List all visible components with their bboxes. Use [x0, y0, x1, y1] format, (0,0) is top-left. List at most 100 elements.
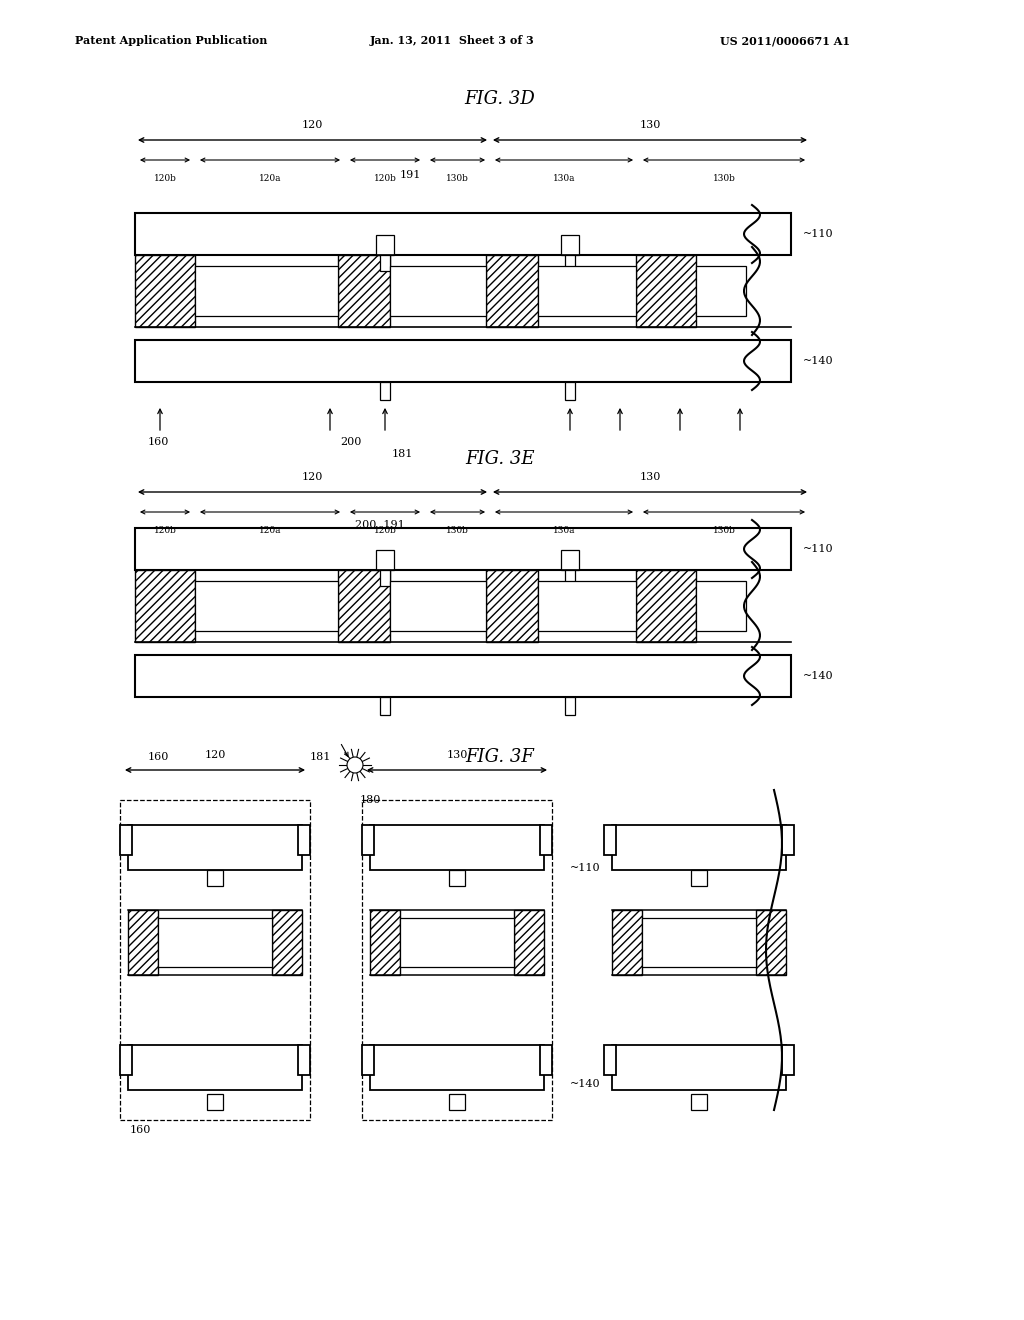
Bar: [380, 697, 390, 715]
Bar: [604, 825, 616, 855]
Text: 120a: 120a: [259, 525, 282, 535]
Text: 120: 120: [302, 473, 324, 482]
Bar: [565, 381, 575, 400]
Bar: [486, 255, 538, 327]
Bar: [120, 825, 132, 855]
Text: 130a: 130a: [553, 174, 575, 183]
Text: ~110: ~110: [570, 863, 601, 873]
Bar: [298, 825, 310, 855]
Bar: [390, 267, 486, 315]
Bar: [338, 570, 390, 642]
Bar: [207, 1094, 223, 1110]
Bar: [207, 870, 223, 886]
Bar: [756, 909, 786, 975]
Bar: [696, 581, 746, 631]
Text: 160: 160: [148, 437, 169, 447]
Bar: [565, 255, 575, 271]
Text: 120a: 120a: [259, 174, 282, 183]
Bar: [565, 570, 575, 586]
Text: Patent Application Publication: Patent Application Publication: [75, 36, 267, 46]
Text: 120: 120: [302, 120, 324, 129]
Text: 130: 130: [446, 750, 468, 760]
Bar: [691, 870, 707, 886]
Text: 130a: 130a: [553, 525, 575, 535]
Bar: [338, 255, 390, 327]
Bar: [782, 825, 794, 855]
Text: 120b: 120b: [154, 174, 176, 183]
Bar: [642, 917, 756, 968]
Bar: [272, 909, 302, 975]
Bar: [158, 917, 272, 968]
Bar: [376, 235, 394, 255]
Bar: [362, 800, 552, 1119]
Text: 160: 160: [148, 752, 169, 762]
Text: 130b: 130b: [713, 174, 735, 183]
Text: 130: 130: [639, 473, 660, 482]
Bar: [135, 341, 791, 381]
Bar: [612, 1045, 786, 1090]
Bar: [195, 581, 338, 631]
Bar: [195, 267, 338, 315]
Bar: [390, 581, 486, 631]
Bar: [135, 528, 791, 570]
Bar: [128, 825, 302, 870]
Text: 130b: 130b: [446, 525, 469, 535]
Bar: [380, 570, 390, 586]
Bar: [565, 697, 575, 715]
Bar: [636, 255, 696, 327]
Bar: [362, 1045, 374, 1074]
Text: 181: 181: [310, 752, 332, 762]
Text: ~110: ~110: [803, 544, 834, 554]
Bar: [514, 909, 544, 975]
Bar: [561, 235, 579, 255]
Text: 130b: 130b: [446, 174, 469, 183]
Text: 191: 191: [399, 170, 421, 180]
Bar: [380, 381, 390, 400]
Text: 120b: 120b: [374, 525, 396, 535]
Bar: [782, 1045, 794, 1074]
Text: US 2011/0006671 A1: US 2011/0006671 A1: [720, 36, 850, 46]
Text: ~110: ~110: [803, 228, 834, 239]
Text: 120: 120: [205, 750, 225, 760]
Text: 120b: 120b: [374, 174, 396, 183]
Text: 120b: 120b: [154, 525, 176, 535]
Bar: [120, 800, 310, 1119]
Bar: [538, 267, 636, 315]
Bar: [691, 1094, 707, 1110]
Bar: [120, 1045, 132, 1074]
Text: 130b: 130b: [713, 525, 735, 535]
Text: FIG. 3E: FIG. 3E: [465, 450, 535, 469]
Text: ~140: ~140: [803, 356, 834, 366]
Text: FIG. 3D: FIG. 3D: [465, 90, 536, 108]
Bar: [362, 825, 374, 855]
Text: ~140: ~140: [803, 671, 834, 681]
Text: 200: 200: [340, 437, 361, 447]
Bar: [380, 255, 390, 271]
Text: FIG. 3F: FIG. 3F: [466, 748, 535, 766]
Bar: [135, 570, 195, 642]
Bar: [449, 1094, 465, 1110]
Bar: [696, 267, 746, 315]
Bar: [128, 1045, 302, 1090]
Bar: [370, 909, 400, 975]
Bar: [612, 909, 642, 975]
Bar: [538, 581, 636, 631]
Bar: [370, 825, 544, 870]
Bar: [135, 213, 791, 255]
Text: 160: 160: [129, 1125, 151, 1135]
Bar: [298, 1045, 310, 1074]
Bar: [540, 1045, 552, 1074]
Bar: [604, 1045, 616, 1074]
Text: 181: 181: [392, 449, 414, 459]
Bar: [612, 825, 786, 870]
Bar: [370, 1045, 544, 1090]
Bar: [135, 655, 791, 697]
Bar: [400, 917, 514, 968]
Text: 130: 130: [639, 120, 660, 129]
Text: 200  191: 200 191: [355, 520, 404, 531]
Bar: [486, 570, 538, 642]
Text: 180: 180: [360, 795, 381, 805]
Bar: [376, 550, 394, 570]
Bar: [449, 870, 465, 886]
Circle shape: [347, 756, 362, 774]
